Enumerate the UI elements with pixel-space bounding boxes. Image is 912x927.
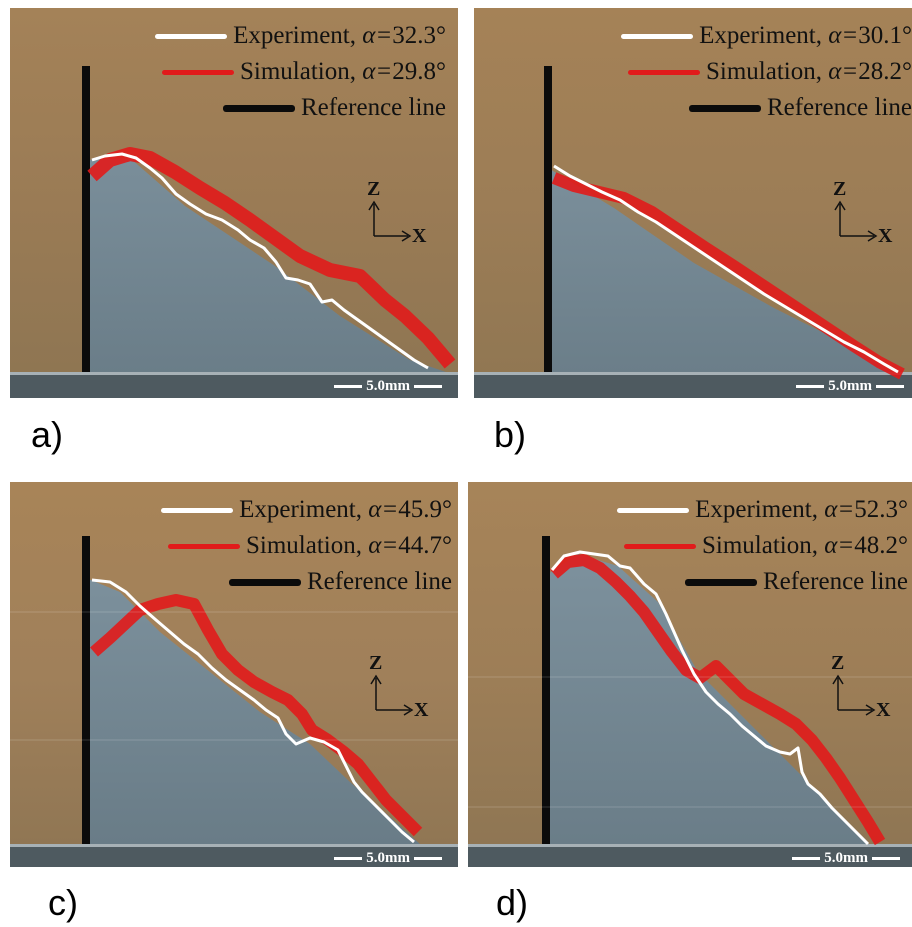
axes-arrows-icon (834, 200, 878, 242)
panel-d: Experiment, α=52.3° Simulation, α=48.2° … (468, 482, 912, 867)
panel-b: Experiment, α=30.1° Simulation, α=28.2° … (474, 8, 912, 398)
panel-a: Experiment, α=32.3° Simulation, α=29.8° … (10, 8, 458, 398)
legend: Experiment, α=45.9° Simulation, α=44.7° … (10, 494, 452, 604)
experiment-profile (553, 164, 899, 374)
experiment-angle: 32.3° (392, 22, 446, 49)
floor (474, 372, 912, 398)
panel-label-c: c) (48, 882, 78, 923)
panel-label-d: d) (496, 882, 529, 923)
experiment-profile (91, 152, 429, 370)
floor (10, 372, 458, 398)
legend-experiment-label: Experiment, (699, 22, 822, 49)
panel-c: Experiment, α=45.9° Simulation, α=44.7° … (10, 482, 458, 867)
simulation-profile (87, 147, 456, 369)
panel-label-a: a) (31, 414, 64, 455)
granular-pile (86, 158, 458, 376)
simulation-angle: 28.2° (858, 58, 912, 85)
legend: Experiment, α=30.1° Simulation, α=28.2° … (474, 20, 912, 130)
legend-simulation-label: Simulation, (706, 58, 822, 85)
experiment-swatch (621, 33, 694, 39)
panel-b-image (474, 8, 912, 398)
alpha-symbol: α= (368, 532, 399, 559)
simulation-swatch (628, 69, 701, 75)
x-axis-label: X (414, 699, 429, 721)
z-axis-label: Z (831, 652, 845, 674)
alpha-symbol: α= (828, 22, 859, 49)
axes-indicator: Z X (830, 652, 900, 722)
experiment-angle: 30.1° (858, 22, 912, 49)
x-axis-label: X (412, 225, 427, 247)
legend-reference-label: Reference line (300, 94, 446, 121)
legend-experiment-label: Experiment, (239, 496, 362, 523)
experiment-profile (550, 550, 870, 846)
simulation-profile (550, 554, 886, 846)
experiment-profile (91, 578, 415, 844)
simulation-angle: 48.2° (854, 532, 908, 559)
alpha-symbol: α= (362, 22, 393, 49)
alpha-symbol: α= (824, 532, 855, 559)
reference-swatch (684, 578, 757, 586)
experiment-angle: 45.9° (398, 496, 452, 523)
simulation-profile (90, 594, 423, 837)
scale-label: 5.0mm (366, 850, 410, 866)
reference-swatch (688, 104, 761, 112)
axes-arrows-icon (370, 674, 414, 716)
legend: Experiment, α=32.3° Simulation, α=29.8° … (10, 20, 446, 130)
reference-swatch (228, 578, 301, 586)
experiment-swatch (161, 507, 234, 513)
scale-bar: 5.0mm (334, 378, 442, 395)
scale-label: 5.0mm (824, 850, 868, 866)
scale-label: 5.0mm (828, 378, 872, 394)
legend-experiment-label: Experiment, (233, 22, 356, 49)
legend-reference-label: Reference line (306, 568, 452, 595)
legend-simulation-label: Simulation, (240, 58, 356, 85)
scale-bar: 5.0mm (796, 378, 904, 395)
alpha-symbol: α= (362, 58, 393, 85)
legend-simulation-label: Simulation, (702, 532, 818, 559)
floor (468, 844, 912, 867)
experiment-swatch (155, 33, 228, 39)
simulation-angle: 29.8° (392, 58, 446, 85)
reference-swatch (222, 104, 295, 112)
axes-indicator: Z X (366, 178, 436, 248)
granular-pile (548, 168, 894, 373)
scale-label: 5.0mm (366, 378, 410, 394)
axes-arrows-icon (368, 200, 412, 242)
axes-arrows-icon (832, 674, 876, 716)
legend-simulation-label: Simulation, (246, 532, 362, 559)
legend: Experiment, α=52.3° Simulation, α=48.2° … (468, 494, 908, 604)
scale-bar: 5.0mm (792, 850, 900, 867)
alpha-symbol: α= (368, 496, 399, 523)
simulation-angle: 44.7° (398, 532, 452, 559)
legend-reference-label: Reference line (766, 94, 912, 121)
experiment-swatch (617, 507, 690, 513)
floor (10, 844, 458, 867)
z-axis-label: Z (833, 178, 847, 200)
panel-label-b: b) (494, 414, 527, 455)
granular-pile (86, 578, 420, 844)
simulation-swatch (624, 543, 697, 549)
experiment-angle: 52.3° (854, 496, 908, 523)
axes-indicator: Z X (368, 652, 438, 722)
legend-reference-label: Reference line (762, 568, 908, 595)
panel-a-image (10, 8, 458, 398)
granular-pile (548, 554, 868, 844)
simulation-swatch (162, 69, 235, 75)
axes-indicator: Z X (832, 178, 902, 248)
x-axis-label: X (876, 699, 891, 721)
alpha-symbol: α= (824, 496, 855, 523)
alpha-symbol: α= (828, 58, 859, 85)
scale-bar: 5.0mm (334, 850, 442, 867)
simulation-swatch (168, 543, 241, 549)
z-axis-label: Z (367, 178, 381, 200)
x-axis-label: X (878, 225, 893, 247)
legend-experiment-label: Experiment, (695, 496, 818, 523)
z-axis-label: Z (369, 652, 383, 674)
